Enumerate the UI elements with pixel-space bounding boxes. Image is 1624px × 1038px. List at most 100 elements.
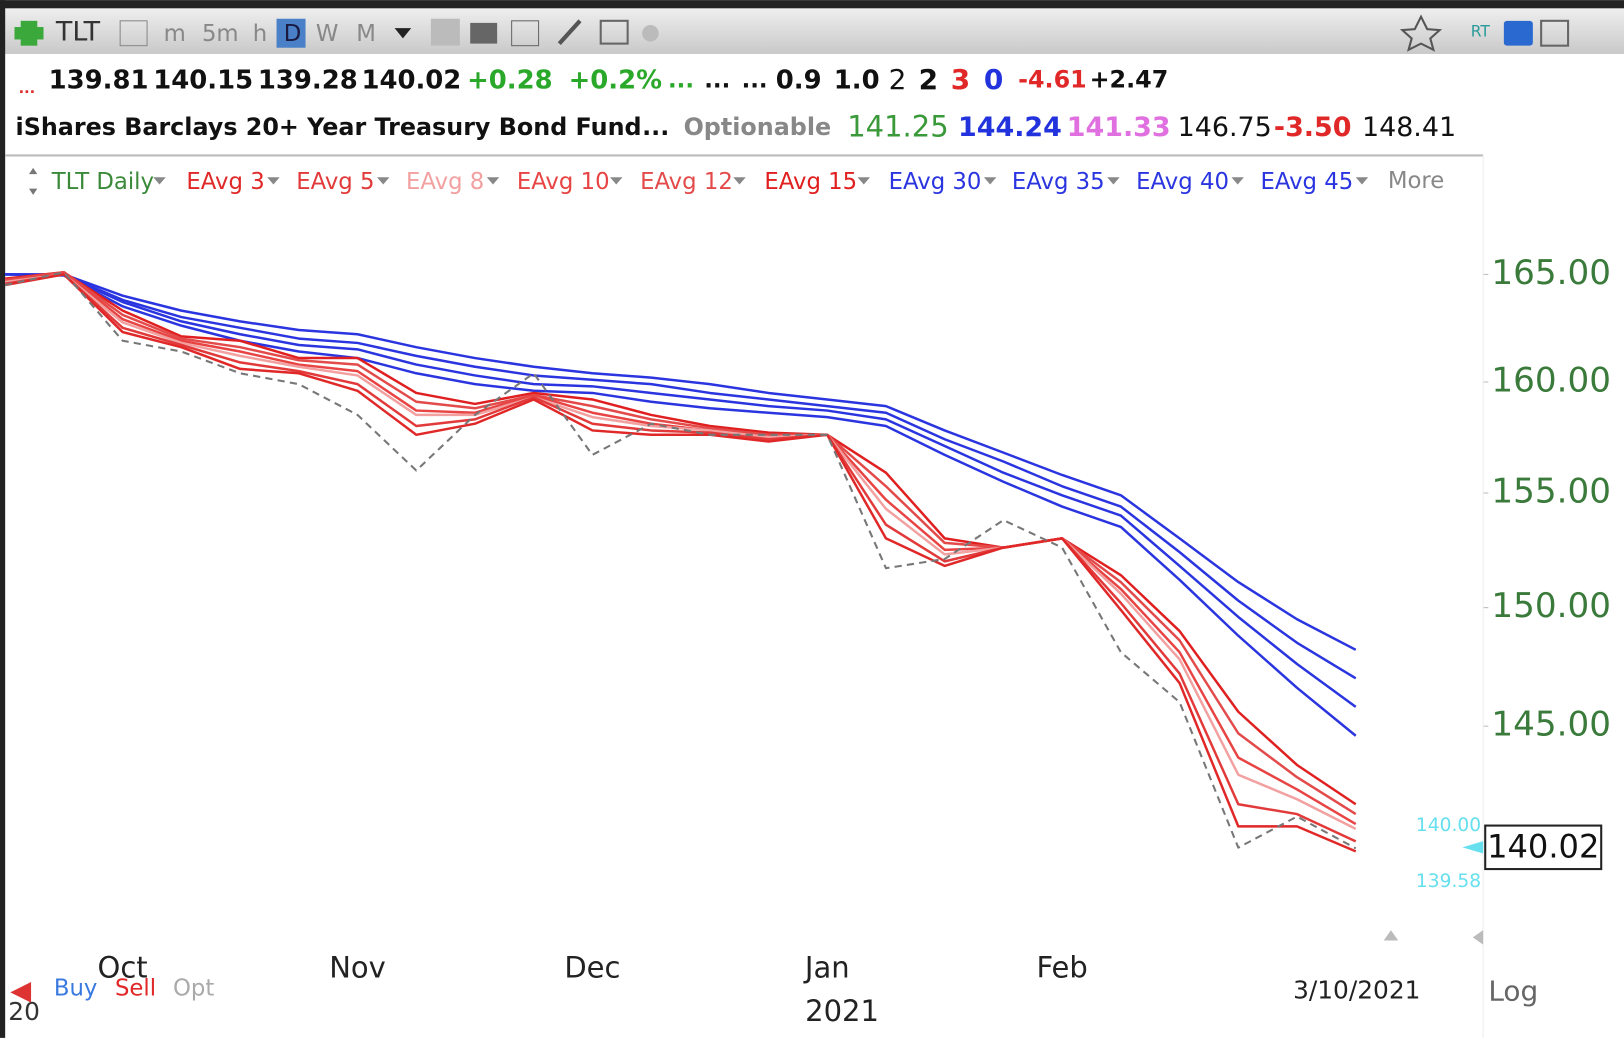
quote-field: ...: [668, 67, 694, 93]
quote-field: 141.25: [847, 110, 948, 144]
legend-handle[interactable]: [29, 167, 38, 175]
quote-field: 148.41: [1362, 112, 1456, 143]
last-price-box: [1484, 824, 1603, 871]
ema-line: [5, 271, 1357, 816]
legend-handle[interactable]: [29, 188, 38, 195]
interval-button[interactable]: m: [164, 21, 186, 47]
quote-field: 2: [919, 63, 938, 96]
legend-dropdown[interactable]: [1231, 177, 1244, 185]
sell-button[interactable]: Sell: [115, 976, 156, 1002]
legend-entry[interactable]: EAvg 5: [296, 169, 374, 195]
legend-entry[interactable]: EAvg 15: [764, 169, 857, 195]
legend-dropdown[interactable]: [610, 177, 623, 185]
x-tick-label: Dec: [564, 951, 620, 985]
last-price: 140.02: [1487, 827, 1599, 865]
quote-field: 139.28: [258, 65, 358, 95]
legend-dropdown[interactable]: [486, 177, 500, 185]
ema-line: [5, 273, 1357, 830]
quote-field: iShares Barclays 20+ Year Treasury Bond …: [16, 113, 642, 141]
legend-entry[interactable]: EAvg 3: [186, 169, 264, 195]
tool-icon[interactable]: [470, 22, 498, 44]
interval-button[interactable]: D: [284, 21, 302, 47]
tool-icon[interactable]: [511, 20, 540, 47]
legend-dropdown[interactable]: [1107, 177, 1120, 185]
legend-entry[interactable]: EAvg 8: [406, 169, 484, 195]
legend-entry[interactable]: TLT Daily: [51, 169, 154, 195]
legend-entry[interactable]: EAvg 45: [1260, 169, 1353, 195]
toolbar: [0, 8, 1624, 54]
star-icon[interactable]: [1399, 14, 1443, 52]
quote-field: ...: [642, 113, 669, 141]
legend-dropdown[interactable]: [267, 177, 280, 185]
list-icon[interactable]: [119, 20, 148, 47]
quote-field: 0.9: [776, 65, 822, 95]
legend-dropdown[interactable]: [733, 177, 746, 185]
quote-field: 0: [984, 63, 1003, 96]
quote-field: -4.61: [1018, 65, 1087, 93]
price-line: [4, 271, 1357, 850]
legend-dropdown[interactable]: [983, 177, 997, 185]
log-toggle[interactable]: Log: [1488, 974, 1538, 1007]
y-tick-label: 165.00: [1491, 253, 1611, 293]
interval-button[interactable]: 5m: [202, 21, 239, 47]
legend-dropdown[interactable]: [377, 177, 390, 185]
symbol[interactable]: TLT: [55, 17, 101, 48]
scroll-left[interactable]: [1472, 930, 1484, 945]
interval-button[interactable]: W: [316, 21, 339, 47]
quote-field: 144.24: [958, 112, 1062, 143]
x-tick-label: Feb: [1036, 951, 1087, 985]
y-tick-label: 150.00: [1491, 586, 1611, 626]
price-pointer: [1462, 841, 1484, 854]
quote-field: ...: [742, 67, 768, 93]
tool-icon[interactable]: [599, 19, 629, 45]
legend-entry[interactable]: EAvg 12: [640, 169, 733, 195]
quote-field: 140.02: [361, 65, 461, 95]
legend-entry[interactable]: EAvg 10: [517, 169, 610, 195]
rt-label[interactable]: RT: [1471, 23, 1491, 41]
quote-field: Optionable: [684, 113, 832, 141]
quote-field: 1.0: [834, 65, 880, 95]
ema-line: [5, 273, 1357, 737]
opt-button[interactable]: Opt: [173, 976, 214, 1002]
bid-marker: 140.00: [1416, 815, 1481, 836]
legend-dropdown[interactable]: [857, 177, 870, 185]
quote-field: +2.47: [1090, 65, 1169, 93]
tool-icon[interactable]: [642, 24, 659, 42]
quote-field: -3.50: [1274, 112, 1352, 143]
ask-marker: 139.58: [1416, 871, 1481, 892]
quote-field: +0.2%: [569, 65, 663, 95]
interval-selected[interactable]: [276, 18, 306, 48]
legend-more[interactable]: More: [1388, 168, 1444, 194]
dropdown-arrow[interactable]: [394, 28, 412, 39]
pencil-icon[interactable]: [557, 19, 582, 46]
interval-button[interactable]: h: [253, 21, 267, 47]
interval-button[interactable]: M: [356, 21, 376, 47]
window-border: [0, 0, 1624, 9]
ema-line: [5, 271, 1357, 806]
legend-dropdown[interactable]: [1355, 177, 1369, 185]
tool-icon[interactable]: [430, 18, 460, 46]
ema-line: [4, 273, 1357, 853]
y-tick-label: 155.00: [1491, 471, 1611, 511]
save-icon[interactable]: [1540, 19, 1570, 47]
buy-button[interactable]: Buy: [54, 976, 98, 1002]
last-date: 3/10/2021: [1293, 975, 1420, 1004]
quote-field: ...: [704, 67, 730, 93]
y-tick-label: 145.00: [1491, 705, 1611, 745]
legend-entry[interactable]: EAvg 35: [1012, 169, 1105, 195]
year-start-label: 20: [8, 997, 40, 1026]
add-button[interactable]: [14, 20, 44, 46]
x-tick-label: Oct: [98, 951, 148, 985]
s-button[interactable]: [1503, 20, 1533, 46]
legend-entry[interactable]: EAvg 30: [889, 169, 982, 195]
legend-dropdown[interactable]: [153, 177, 166, 185]
x-tick-label: Nov: [329, 951, 386, 985]
quote-field: 139.81: [49, 65, 149, 95]
trade-icon[interactable]: [10, 981, 32, 1003]
ema-line: [5, 273, 1357, 708]
scroll-up[interactable]: [1383, 930, 1399, 941]
y-tick-label: 160.00: [1491, 360, 1611, 400]
legend-entry[interactable]: EAvg 40: [1136, 169, 1229, 195]
